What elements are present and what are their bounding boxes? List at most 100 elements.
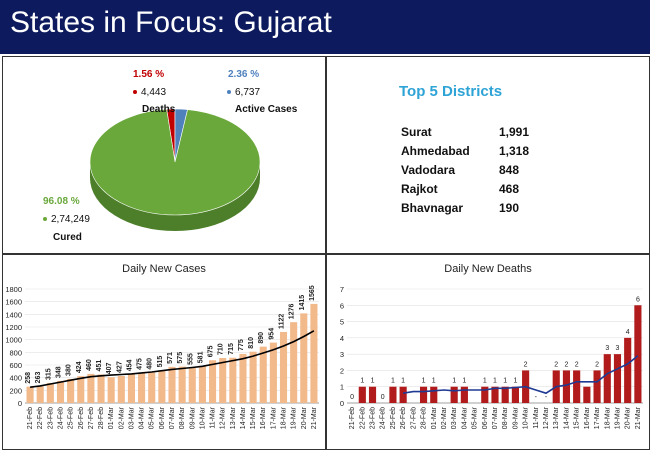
cured-count-value: 2,74,249: [51, 214, 90, 225]
bar: [198, 366, 206, 403]
x-tick-label: 14-Mar: [240, 406, 247, 429]
bar-data-label: 460: [86, 359, 93, 371]
y-tick-label: 1: [340, 383, 344, 392]
header-banner: States in Focus: Gujarat: [0, 0, 650, 54]
district-name: Bhavnagar: [401, 201, 464, 215]
top-districts-panel: Top 5 Districts Surat 1,991 Ahmedabad 1,31…: [326, 56, 650, 254]
bar-data-label: 3: [616, 345, 620, 352]
x-tick-label: 01-Mar: [431, 406, 438, 429]
x-tick-label: 17-Mar: [270, 406, 277, 429]
x-tick-label: 26-Feb: [78, 407, 85, 429]
bar-data-label: 258: [25, 372, 32, 384]
cured-label: Cured: [53, 232, 82, 243]
bar-data-label: 475: [137, 358, 144, 370]
bar: [310, 303, 318, 403]
x-tick-label: 06-Mar: [482, 406, 489, 429]
district-value: 190: [499, 201, 520, 215]
bar-data-label: 451: [96, 360, 103, 372]
district-row: Ahmedabad 1,318: [401, 144, 529, 158]
x-tick-label: 13-Mar: [553, 406, 560, 429]
bar-data-label: 2: [564, 361, 568, 368]
y-tick-label: 3: [340, 350, 344, 359]
x-tick-label: 25-Feb: [390, 407, 397, 429]
district-value: 1,991: [499, 125, 530, 139]
x-tick-label: 02-Mar: [441, 406, 448, 429]
y-tick-label: 0: [18, 399, 22, 408]
bar-data-label: 424: [76, 361, 83, 373]
y-tick-label: 1800: [5, 285, 22, 294]
district-value: 1,318: [499, 144, 530, 158]
district-name: Vadodara: [401, 163, 456, 177]
x-tick-label: 03-Mar: [451, 406, 458, 429]
x-tick-label: 05-Mar: [149, 406, 156, 429]
x-tick-label: 11-Mar: [210, 406, 217, 428]
bar-data-label: 3: [605, 345, 609, 352]
x-tick-label: 04-Mar: [139, 406, 146, 429]
bar: [127, 374, 135, 403]
bar: [209, 360, 217, 403]
bar-data-label: 515: [157, 356, 164, 368]
bar-data-label: 2: [554, 361, 558, 368]
x-tick-label: 08-Mar: [179, 406, 186, 429]
daily-new-deaths-chart: Daily New Deaths01234567021-Feb122-Feb12…: [340, 263, 643, 429]
bar-data-label: 1: [360, 378, 364, 385]
bar-data-label: 1565: [309, 285, 316, 301]
x-tick-label: 04-Mar: [461, 406, 468, 429]
bar: [573, 370, 581, 403]
x-tick-label: 20-Mar: [301, 406, 308, 429]
bar: [562, 370, 571, 403]
x-tick-label: 21-Feb: [27, 407, 34, 429]
y-tick-label: 800: [9, 348, 22, 357]
bar: [491, 386, 499, 403]
bar: [583, 386, 591, 403]
bar: [229, 357, 237, 403]
bar: [158, 370, 166, 403]
bar-data-label: 1122: [279, 314, 286, 329]
cured-count-label: 2,74,249: [43, 214, 90, 225]
bar-data-label: 1276: [289, 304, 296, 320]
bar: [97, 374, 105, 403]
bar: [269, 342, 277, 403]
x-tick-label: 28-Feb: [421, 407, 428, 429]
y-tick-label: 400: [9, 374, 22, 383]
x-tick-label: 17-Mar: [594, 406, 601, 429]
y-tick-label: 600: [9, 361, 22, 370]
daily-new-cases-panel: Daily New Cases 0 200 400 600 800 1000 1200 1400…: [2, 254, 326, 450]
x-tick-label: 23-Feb: [47, 407, 54, 429]
bar-data-label: 1: [452, 378, 456, 385]
x-tick-label: 16-Mar: [260, 406, 267, 429]
bar: [188, 367, 196, 403]
x-tick-label: 25-Feb: [68, 407, 75, 429]
district-row: Bhavnagar 190: [401, 201, 519, 215]
bar-data-label: 1: [432, 378, 436, 385]
bar-data-label: 380: [66, 364, 73, 376]
x-tick-label: 01-Mar: [108, 406, 115, 429]
active-label: Active Cases: [235, 104, 298, 115]
chart-title: Daily New Deaths: [444, 263, 532, 275]
bar: [450, 386, 458, 403]
bar-data-label: 480: [147, 358, 154, 370]
bar: [481, 386, 489, 403]
bar-data-label: 1: [401, 378, 405, 385]
bar: [634, 305, 642, 403]
x-tick-label: 16-Mar: [584, 406, 591, 429]
bar: [430, 386, 438, 403]
bar-data-label: 1: [503, 378, 507, 385]
x-tick-label: 11-Mar: [533, 406, 540, 428]
bar-data-label: 1415: [299, 295, 306, 311]
bar-data-label: 454: [126, 359, 133, 371]
x-tick-label: 12-Mar: [543, 406, 550, 429]
bar: [593, 370, 601, 403]
bar-data-label: 675: [208, 345, 215, 357]
x-tick-label: 19-Mar: [614, 406, 621, 429]
x-tick-label: 15-Mar: [574, 406, 581, 429]
x-tick-label: 24-Feb: [57, 407, 64, 429]
bar: [219, 358, 227, 403]
x-tick-label: 09-Mar: [189, 406, 196, 429]
top-districts-title: Top 5 Districts: [399, 83, 503, 100]
bar: [300, 313, 308, 403]
x-tick-label: 07-Mar: [492, 406, 499, 429]
x-tick-label: 05-Mar: [472, 406, 479, 429]
x-tick-label: 27-Feb: [88, 407, 95, 429]
